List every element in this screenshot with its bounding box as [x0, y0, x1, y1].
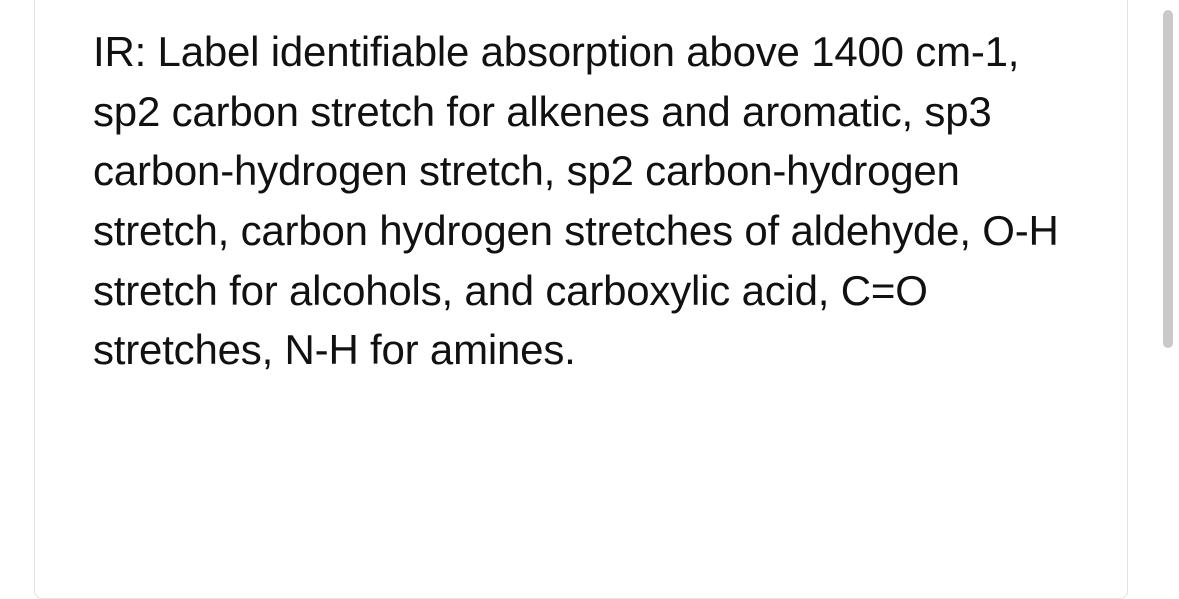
scrollbar-thumb[interactable] — [1163, 10, 1173, 348]
content-card: IR: Label identifiable absorption above … — [34, 0, 1128, 599]
question-text: IR: Label identifiable absorption above … — [93, 22, 1069, 380]
page-root: IR: Label identifiable absorption above … — [0, 0, 1179, 599]
paragraph-1: IR: Label identifiable absorption above … — [93, 28, 1019, 194]
paragraph-2: stretch, carbon hydrogen stretches of al… — [93, 207, 1059, 373]
scrollbar-track[interactable] — [1159, 0, 1173, 599]
